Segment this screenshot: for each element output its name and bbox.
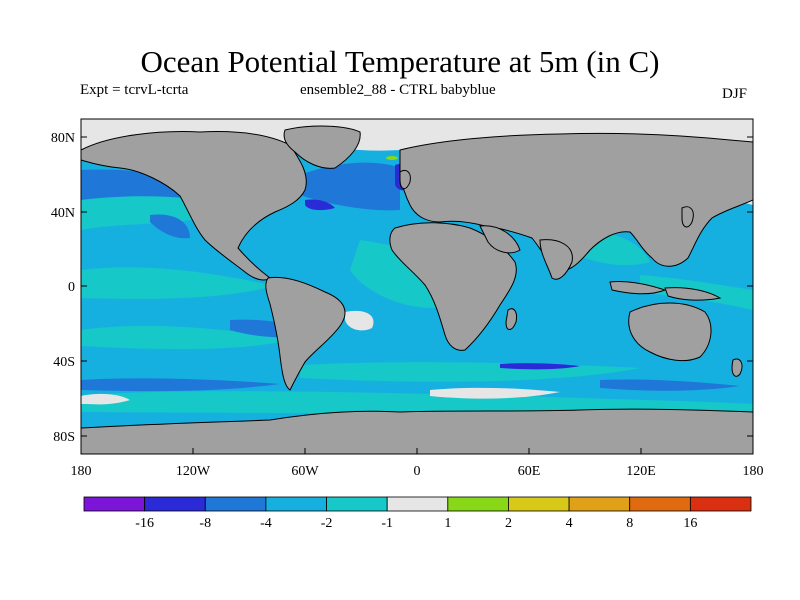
- map-area: [81, 119, 753, 454]
- season-label: DJF: [722, 86, 748, 102]
- x-axis: 180 120W 60W 0 60E 120E 180: [71, 448, 764, 479]
- y-tick-label: 40S: [53, 355, 75, 370]
- y-tick-label: 40N: [51, 206, 75, 221]
- colorbar-label: -4: [260, 516, 272, 531]
- colorbar-swatch: [386, 496, 449, 512]
- x-tick-label: 0: [414, 464, 421, 479]
- y-tick-label: 80N: [51, 131, 75, 146]
- colorbar-label: -2: [321, 516, 333, 531]
- colorbar-swatch: [144, 496, 206, 512]
- ensemble-label: ensemble2_88 - CTRL babyblue: [300, 82, 496, 98]
- colorbar-swatch: [204, 496, 267, 512]
- colorbar-swatch: [689, 496, 752, 512]
- land-masses: [81, 125, 753, 454]
- experiment-label: Expt = tcrvL-tcrta: [80, 82, 189, 98]
- page-title: Ocean Potential Temperature at 5m (in C): [140, 44, 660, 79]
- colorbar-swatch: [83, 496, 146, 512]
- colorbar-label: 8: [626, 516, 633, 531]
- colorbar-swatch: [629, 496, 691, 512]
- x-tick-label: 180: [743, 464, 764, 479]
- x-tick-label: 120E: [626, 464, 656, 479]
- y-tick-label: 0: [68, 280, 75, 295]
- y-axis: 80N 40N 0 40S 80S: [51, 131, 753, 445]
- colorbar-swatch: [265, 496, 327, 512]
- colorbar-label: -16: [135, 516, 154, 531]
- colorbar-label: 1: [444, 516, 451, 531]
- colorbar-label: -8: [199, 516, 211, 531]
- colorbar-swatch: [326, 496, 388, 512]
- x-tick-label: 60E: [518, 464, 541, 479]
- x-tick-label: 60W: [291, 464, 319, 479]
- colorbar-swatch: [508, 496, 570, 512]
- colorbar-label: 16: [683, 516, 697, 531]
- colorbar-swatch: [447, 496, 509, 512]
- y-tick-label: 80S: [53, 430, 75, 445]
- colorbar-swatch: [568, 496, 631, 512]
- x-tick-label: 180: [71, 464, 92, 479]
- colorbar: -16 -8 -4 -2 -1 1 2 4 8 16: [83, 496, 752, 531]
- colorbar-label: 2: [505, 516, 512, 531]
- colorbar-label: 4: [566, 516, 573, 531]
- colorbar-label: -1: [381, 516, 393, 531]
- x-tick-label: 120W: [176, 464, 211, 479]
- positive-anomaly-spot: [386, 156, 398, 160]
